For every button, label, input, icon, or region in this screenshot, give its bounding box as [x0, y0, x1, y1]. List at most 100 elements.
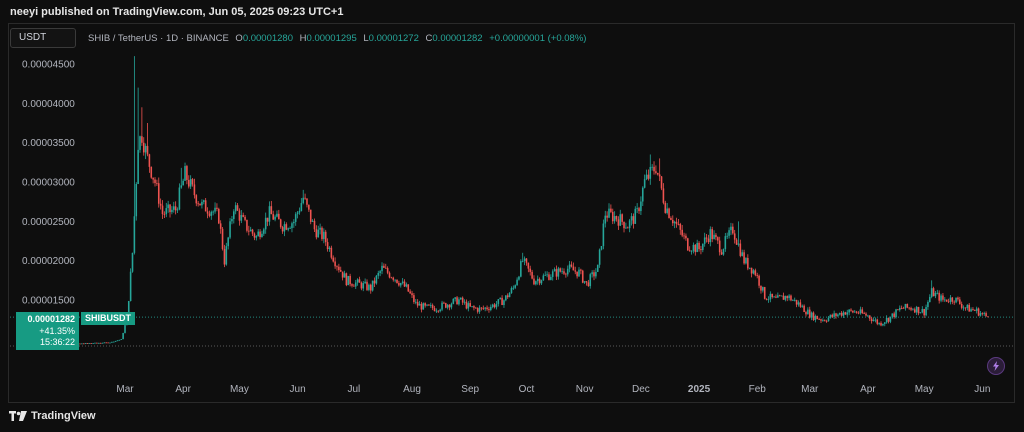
candle-body [118, 339, 121, 341]
candle-body [251, 229, 254, 234]
candle-body [381, 265, 383, 272]
candle-body [163, 214, 166, 215]
candle-body [786, 296, 789, 299]
candle-body [505, 295, 507, 301]
candle-body [677, 224, 680, 225]
x-tick-label: Feb [749, 384, 767, 395]
candle-body [326, 242, 329, 250]
candle-body [718, 240, 721, 253]
candle-body [324, 231, 327, 243]
candle-body [214, 207, 216, 212]
candle-body [658, 174, 661, 177]
candle-body [171, 209, 173, 213]
candle-body [626, 227, 629, 229]
candle-body [807, 309, 809, 315]
candle-body [825, 320, 828, 322]
candle-body [671, 219, 674, 224]
x-tick-label: Jul [347, 384, 360, 395]
candle-body [855, 311, 858, 313]
candle-body [433, 308, 436, 312]
candle-body [831, 314, 834, 317]
candle-body [565, 273, 567, 275]
candle-body [673, 221, 676, 224]
candle-body [867, 315, 869, 317]
tradingview-brand[interactable]: TradingView [9, 410, 96, 422]
candle-body [589, 274, 592, 287]
candle-body [86, 343, 89, 344]
candle-body [833, 313, 835, 317]
candle-body [308, 204, 310, 210]
x-tick-label: Nov [576, 384, 594, 395]
candle-body [732, 226, 734, 234]
candle-body [521, 260, 524, 262]
candle-body [893, 313, 895, 318]
candle-body [418, 303, 421, 306]
candle-body [253, 233, 256, 238]
candle-body [124, 325, 126, 333]
candle-body [726, 235, 728, 237]
candle-body [919, 312, 922, 314]
candle-body [463, 301, 466, 303]
candle-body [722, 249, 725, 255]
candle-body [441, 302, 443, 310]
candle-body [619, 214, 622, 226]
x-tick-label: Jun [290, 384, 306, 395]
candle-body [315, 229, 318, 238]
candle-body [572, 266, 575, 271]
candle-body [756, 275, 759, 276]
candle-body [822, 320, 824, 322]
candle-body [799, 302, 802, 307]
candle-body [360, 282, 363, 289]
candle-body [947, 301, 950, 303]
candle-body [240, 215, 243, 221]
currency-selector[interactable]: USDT [10, 28, 76, 48]
candle-body [850, 309, 852, 311]
candle-body [694, 244, 697, 253]
candle-body [957, 297, 959, 300]
candle-body [274, 216, 276, 220]
candle-body [758, 275, 760, 286]
candle-body [225, 246, 228, 265]
x-tick-label: Apr [175, 384, 191, 395]
lightning-icon[interactable] [987, 357, 1005, 375]
candle-body [923, 309, 925, 316]
candle-body [351, 284, 353, 286]
y-tick-label: 0.00003000 [22, 178, 75, 189]
candle-body [900, 307, 903, 309]
candle-body [426, 304, 428, 306]
candle-body [544, 274, 547, 276]
candle-body [827, 317, 830, 322]
candle-body [90, 343, 93, 344]
candle-body [915, 306, 918, 313]
candle-body [912, 309, 914, 311]
candle-body [979, 313, 982, 316]
candle-body [97, 342, 100, 344]
candle-body [563, 271, 565, 274]
candle-body [964, 307, 967, 309]
candle-body [724, 236, 727, 250]
candle-body [797, 302, 800, 305]
candle-body [709, 229, 712, 243]
candle-body [981, 313, 984, 315]
y-tick-label: 0.00002000 [22, 256, 75, 267]
candle-body [388, 272, 391, 278]
candle-body [711, 229, 713, 240]
candle-body [482, 307, 485, 309]
candle-body [249, 229, 252, 232]
x-tick-label: Oct [519, 384, 535, 395]
candle-body [96, 342, 98, 344]
candle-countdown: 15:36:22 [39, 337, 75, 347]
candle-body [707, 238, 710, 243]
candle-body [576, 271, 578, 277]
candle-body [386, 268, 389, 273]
x-tick-label: 2025 [688, 384, 711, 395]
candle-body [384, 267, 387, 269]
candle-body [495, 303, 498, 308]
candle-body [803, 305, 805, 313]
candle-body [743, 252, 745, 264]
candle-body [542, 275, 545, 281]
candle-body [443, 302, 445, 304]
candle-body [396, 279, 398, 283]
candle-body [448, 304, 451, 308]
